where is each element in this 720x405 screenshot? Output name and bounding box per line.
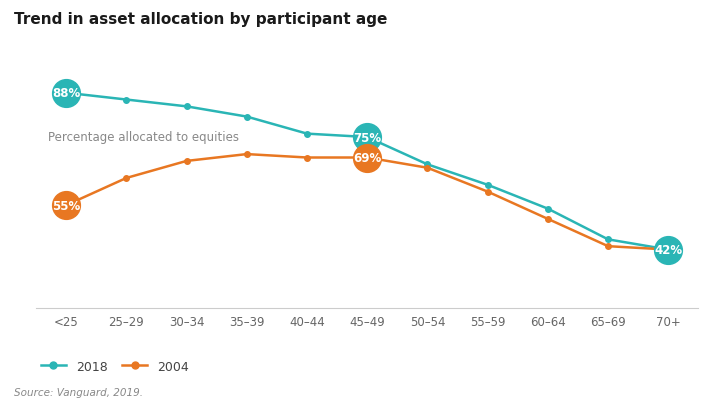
Text: 75%: 75% (353, 131, 382, 144)
Legend: 2018, 2004: 2018, 2004 (35, 355, 194, 378)
Text: 69%: 69% (353, 151, 382, 164)
Text: Source: Vanguard, 2019.: Source: Vanguard, 2019. (14, 387, 143, 397)
Text: Percentage allocated to equities: Percentage allocated to equities (48, 131, 239, 144)
Text: 55%: 55% (52, 199, 80, 212)
Text: 42%: 42% (654, 243, 683, 256)
Text: Trend in asset allocation by participant age: Trend in asset allocation by participant… (14, 12, 388, 27)
Text: 88%: 88% (52, 87, 80, 100)
